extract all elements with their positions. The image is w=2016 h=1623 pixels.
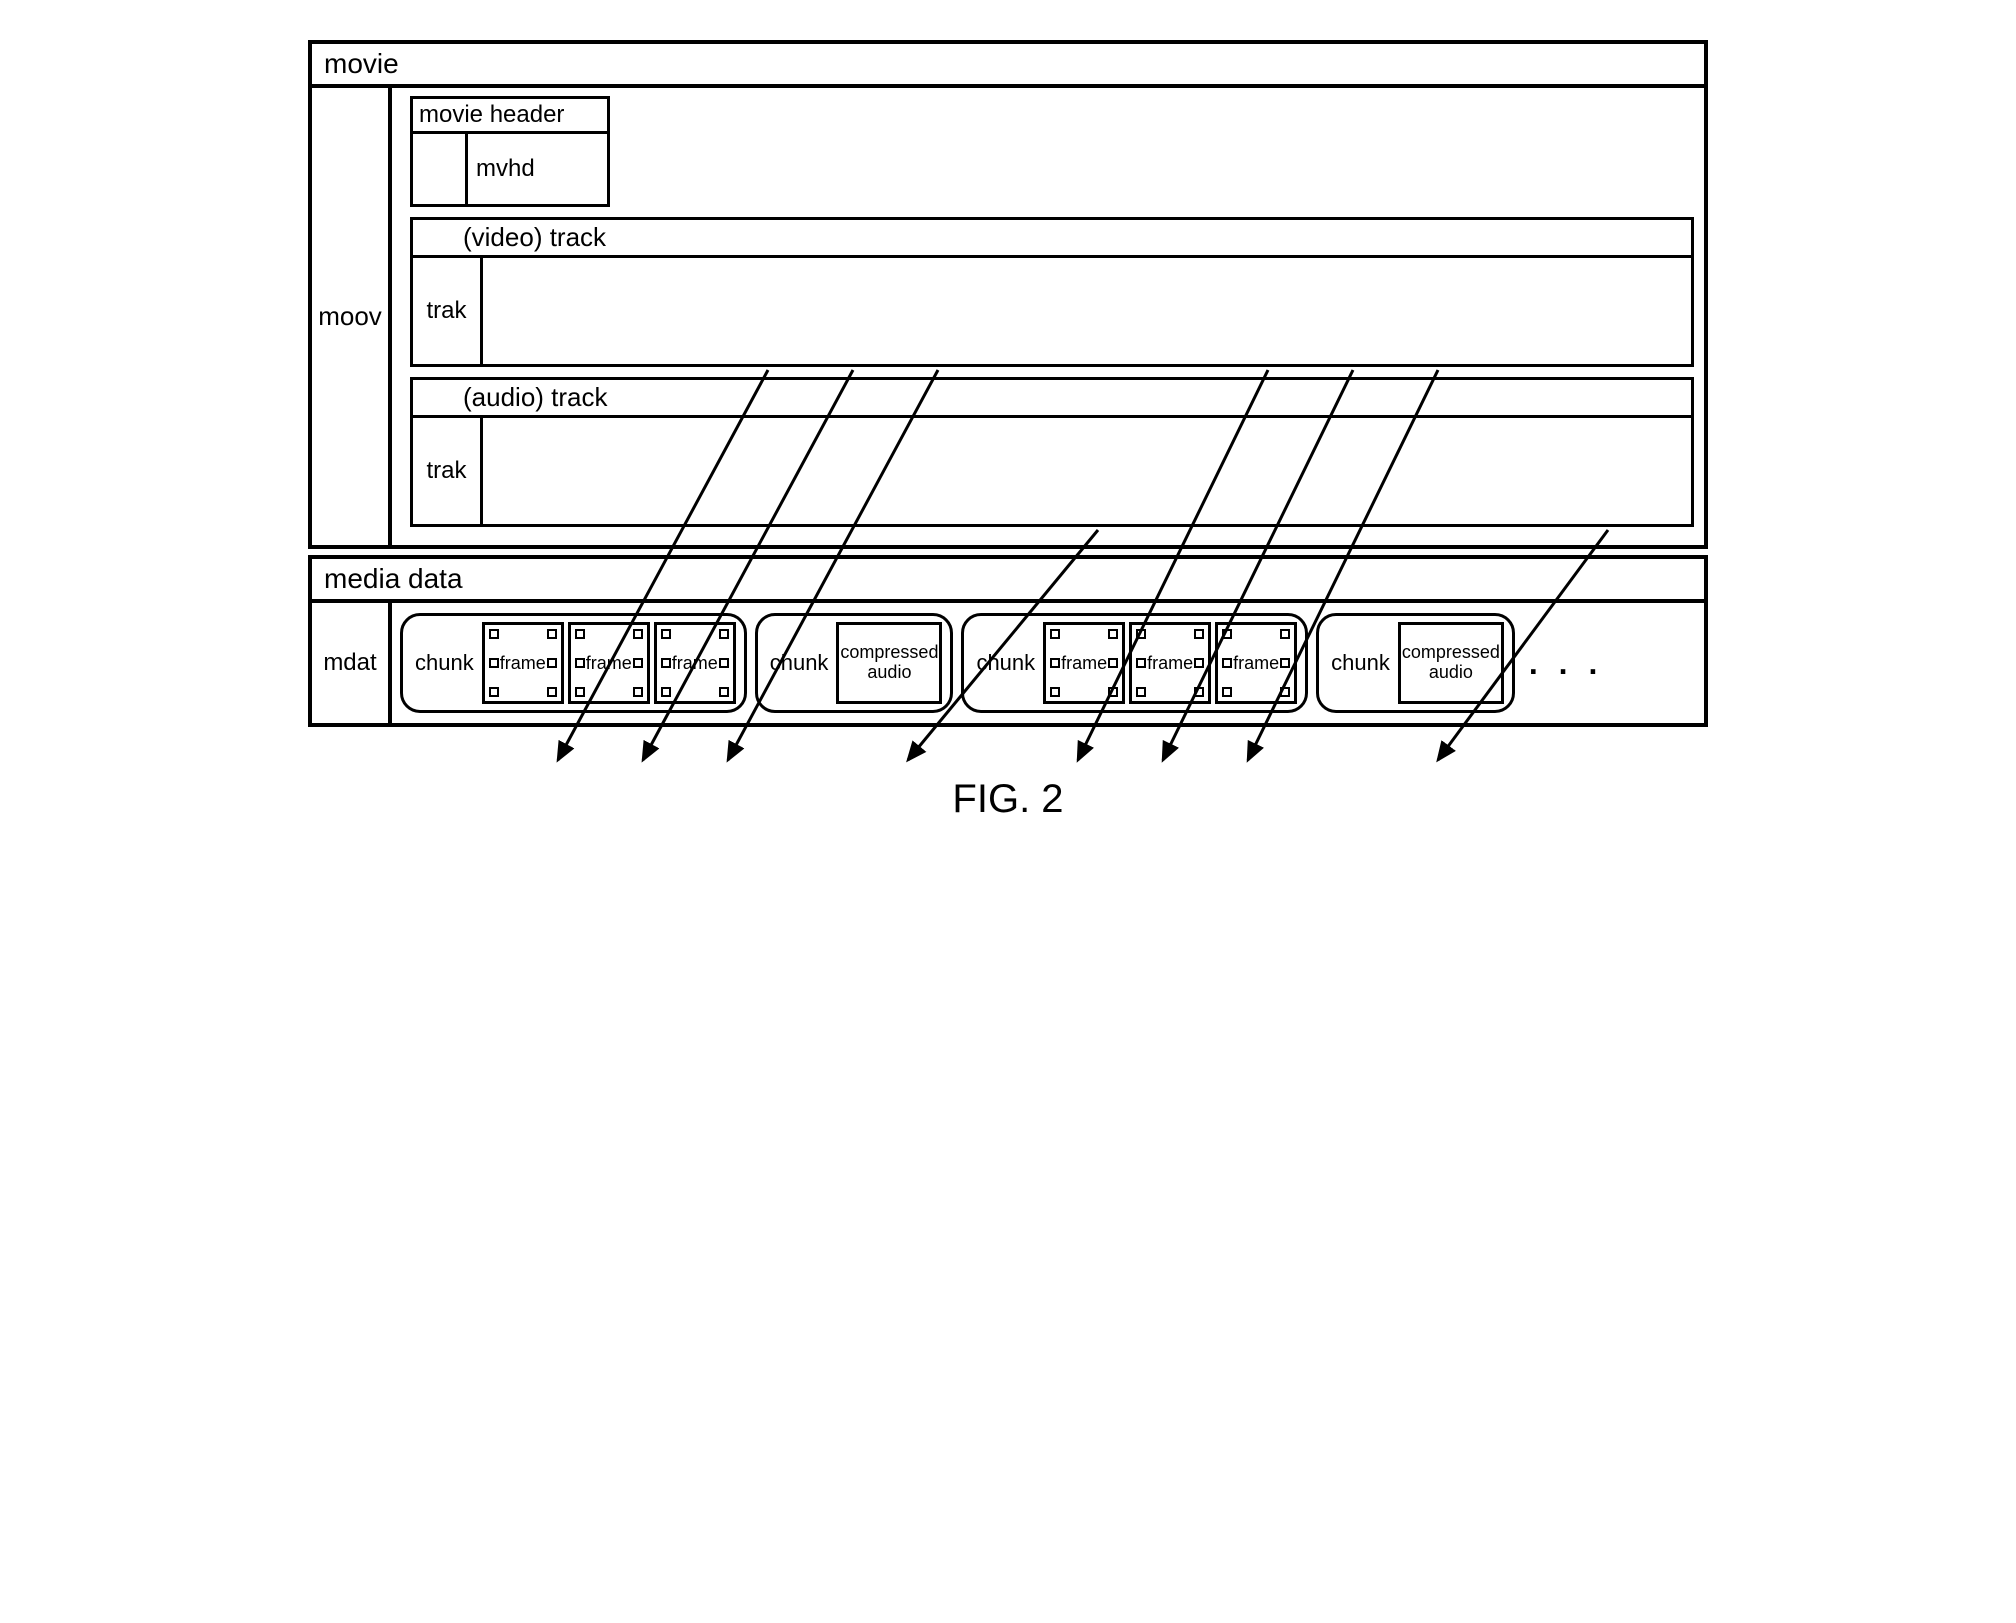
- movie-box: movie moov movie header mvhd (video) tra…: [308, 40, 1708, 549]
- sprocket-icon: [1050, 687, 1060, 697]
- chunk-label: chunk: [1327, 650, 1394, 676]
- sprocket-icon: [1194, 658, 1204, 668]
- mdat-content: chunkframeframeframechunkcompressed audi…: [392, 603, 1704, 723]
- sprocket-icon: [489, 687, 499, 697]
- video-frame: frame: [568, 622, 650, 704]
- audio-track-title: (audio) track: [413, 380, 1691, 418]
- moov-content: movie header mvhd (video) track trak (au…: [392, 88, 1704, 545]
- video-track-title: (video) track: [413, 220, 1691, 258]
- video-frame: frame: [1043, 622, 1125, 704]
- mdat-label: mdat: [312, 603, 392, 723]
- sprocket-icon: [1136, 629, 1146, 639]
- frame-label: frame: [1233, 653, 1279, 674]
- video-track-space: [483, 258, 1691, 364]
- frame-label: frame: [1061, 653, 1107, 674]
- sprocket-icon: [661, 629, 671, 639]
- mdat-body: mdat chunkframeframeframechunkcompressed…: [312, 603, 1704, 723]
- audio-chunk: chunkcompressed audio: [755, 613, 954, 713]
- video-track-body: trak: [413, 258, 1691, 364]
- audio-track-body: trak: [413, 418, 1691, 524]
- sprocket-icon: [489, 629, 499, 639]
- sprocket-icon: [719, 629, 729, 639]
- chunk-label: chunk: [766, 650, 833, 676]
- audio-track-box: (audio) track trak: [410, 377, 1694, 527]
- frame-label: frame: [672, 653, 718, 674]
- compressed-audio-box: compressed audio: [836, 622, 942, 704]
- sprocket-icon: [1050, 658, 1060, 668]
- sprocket-icon: [1136, 658, 1146, 668]
- sprocket-icon: [489, 658, 499, 668]
- movie-header-title: movie header: [413, 99, 607, 134]
- ellipsis: . . .: [1523, 645, 1603, 682]
- sprocket-icon: [1280, 687, 1290, 697]
- sprocket-icon: [661, 658, 671, 668]
- sprocket-icon: [575, 629, 585, 639]
- frame-label: frame: [500, 653, 546, 674]
- video-frame: frame: [1215, 622, 1297, 704]
- sprocket-icon: [1280, 629, 1290, 639]
- movie-header-body: mvhd: [413, 134, 607, 204]
- video-chunk: chunk frame frame frame: [400, 613, 747, 713]
- compressed-audio-box: compressed audio: [1398, 622, 1504, 704]
- sprocket-icon: [1050, 629, 1060, 639]
- sprocket-icon: [1108, 687, 1118, 697]
- mvhd-code: mvhd: [468, 134, 607, 204]
- figure-caption: FIG. 2: [308, 777, 1708, 822]
- audio-trak-code: trak: [413, 418, 483, 524]
- frame-label: frame: [1147, 653, 1193, 674]
- mdat-title: media data: [312, 559, 1704, 603]
- sprocket-icon: [1108, 629, 1118, 639]
- sprocket-icon: [719, 658, 729, 668]
- chunk-label: chunk: [972, 650, 1039, 676]
- moov-body: moov movie header mvhd (video) track tra…: [312, 88, 1704, 545]
- sprocket-icon: [1194, 629, 1204, 639]
- sprocket-icon: [547, 629, 557, 639]
- video-chunk: chunk frame frame frame: [961, 613, 1308, 713]
- video-trak-code: trak: [413, 258, 483, 364]
- sprocket-icon: [633, 629, 643, 639]
- sprocket-icon: [575, 658, 585, 668]
- sprocket-icon: [1222, 687, 1232, 697]
- moov-label: moov: [312, 88, 392, 545]
- sprocket-icon: [1108, 658, 1118, 668]
- sprocket-icon: [575, 687, 585, 697]
- chunk-label: chunk: [411, 650, 478, 676]
- video-frame: frame: [1129, 622, 1211, 704]
- sprocket-icon: [633, 658, 643, 668]
- mvhd-left-cell: [413, 134, 468, 204]
- sprocket-icon: [1136, 687, 1146, 697]
- sprocket-icon: [719, 687, 729, 697]
- file-structure-diagram: movie moov movie header mvhd (video) tra…: [308, 40, 1708, 822]
- video-track-box: (video) track trak: [410, 217, 1694, 367]
- sprocket-icon: [633, 687, 643, 697]
- audio-chunk: chunkcompressed audio: [1316, 613, 1515, 713]
- mdat-box: media data mdat chunkframeframeframechun…: [308, 555, 1708, 727]
- sprocket-icon: [1280, 658, 1290, 668]
- sprocket-icon: [1222, 629, 1232, 639]
- sprocket-icon: [547, 687, 557, 697]
- sprocket-icon: [1194, 687, 1204, 697]
- frame-label: frame: [586, 653, 632, 674]
- sprocket-icon: [1222, 658, 1232, 668]
- movie-title: movie: [312, 44, 1704, 88]
- movie-header-box: movie header mvhd: [410, 96, 610, 207]
- video-frame: frame: [654, 622, 736, 704]
- sprocket-icon: [547, 658, 557, 668]
- sprocket-icon: [661, 687, 671, 697]
- audio-track-space: [483, 418, 1691, 524]
- video-frame: frame: [482, 622, 564, 704]
